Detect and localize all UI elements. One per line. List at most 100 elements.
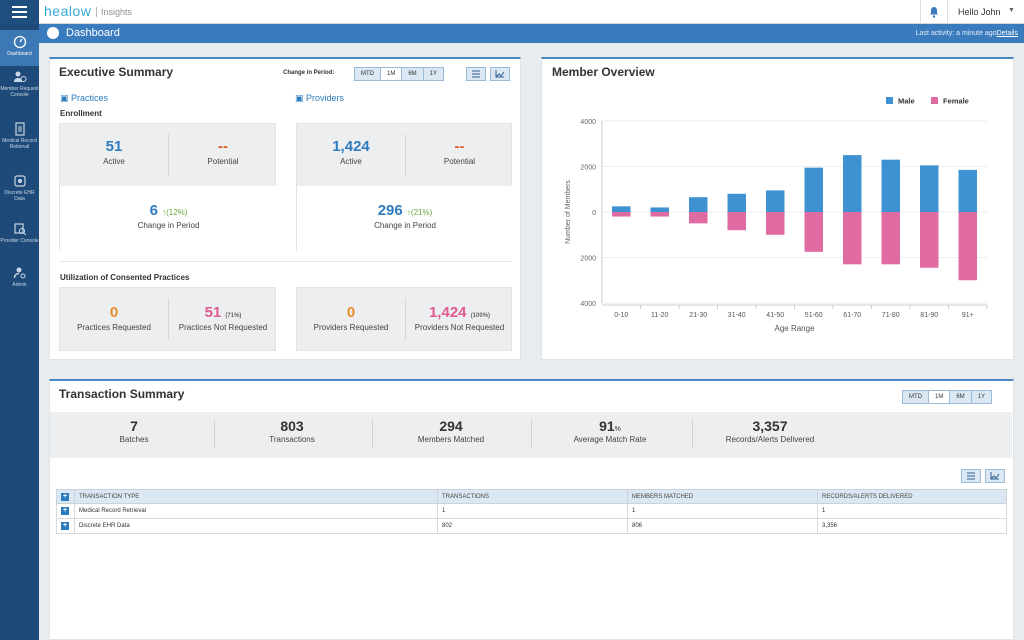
- executive-summary-panel: Executive Summary Change in Period: MTD …: [49, 57, 521, 360]
- provider-search-icon: [13, 223, 26, 236]
- last-activity: Last activity: a minute agoDetails: [915, 30, 1018, 37]
- txn-period-6m[interactable]: 6M: [950, 391, 972, 403]
- dashboard-icon: [47, 27, 59, 39]
- list-view-button[interactable]: [466, 67, 486, 81]
- txn-list-view-button[interactable]: [961, 469, 981, 483]
- cell-type: Discrete EHR Data: [74, 518, 438, 534]
- stat-average-match-rate: 91% Average Match Rate: [573, 418, 647, 444]
- expand-row-icon[interactable]: +: [61, 522, 69, 530]
- change-in-period-label: Change in Period:: [283, 70, 335, 76]
- stat-members-matched: 294 Members Matched: [417, 418, 485, 444]
- user-menu[interactable]: Hello John: [958, 7, 1001, 17]
- cell-members-matched: 1: [627, 503, 818, 519]
- y-axis-label: Number of Members: [565, 180, 572, 244]
- period-1m[interactable]: 1M: [381, 68, 403, 80]
- x-axis-label: Age Range: [774, 324, 815, 333]
- admin-user-icon: [13, 267, 25, 279]
- sidebar-item-provider-console[interactable]: Provider Console: [0, 222, 39, 258]
- providers-requested: 0 Providers Requested: [313, 304, 389, 332]
- practices-potential: -- Potential: [207, 138, 239, 166]
- x-tick-label: 91+: [962, 312, 974, 319]
- providers-heading: ▣ Providers: [295, 93, 345, 103]
- sidebar-item-member-request-console[interactable]: Member Request Console: [0, 70, 39, 114]
- txn-period-mtd[interactable]: MTD: [903, 391, 929, 403]
- legend-label: Female: [943, 97, 969, 106]
- bar-female: [727, 212, 746, 231]
- transaction-summary-title: Transaction Summary: [59, 387, 185, 401]
- txn-period-1y[interactable]: 1Y: [971, 391, 992, 403]
- legend-swatch: [931, 97, 938, 104]
- table-row[interactable]: + Discrete EHR Data 802 806 3,356: [56, 518, 1007, 534]
- product-name: Insights: [96, 7, 132, 17]
- cell-type: Medical Record Retrieval: [74, 503, 438, 519]
- bar-female: [689, 212, 708, 224]
- practices-utilization-card: 0 Practices Requested 51 (71%) Practices N…: [59, 287, 276, 351]
- col-transactions[interactable]: TRANSACTIONS: [437, 489, 628, 504]
- bell-icon: [930, 7, 938, 18]
- hamburger-icon: [12, 6, 27, 8]
- plus-icon[interactable]: +: [61, 492, 69, 501]
- txn-period-1m[interactable]: 1M: [929, 391, 951, 403]
- executive-summary-title: Executive Summary: [59, 65, 174, 79]
- list-icon: [472, 70, 480, 78]
- col-transaction-type[interactable]: TRANSACTION TYPE: [74, 489, 438, 504]
- x-tick-label: 31-40: [728, 312, 746, 319]
- period-mtd[interactable]: MTD: [355, 68, 381, 80]
- bar-female: [766, 212, 785, 235]
- expand-all-cell[interactable]: +: [56, 489, 75, 504]
- sidebar-item-discrete-ehr-data[interactable]: Discrete EHR Data: [0, 174, 39, 214]
- chevron-down-icon[interactable]: ▼: [1008, 7, 1015, 14]
- cell-members-matched: 806: [627, 518, 818, 534]
- practices-heading: ▣ Practices: [60, 93, 109, 103]
- bar-female: [881, 212, 900, 265]
- y-tick-label: 2000: [580, 256, 596, 263]
- bar-female: [650, 212, 669, 217]
- bar-male: [958, 169, 977, 212]
- bar-female: [804, 212, 823, 252]
- sidebar: Dashboard Member Request Console Medical…: [0, 24, 39, 640]
- sidebar-item-medical-record-retrieval[interactable]: Medical Record Retrieval: [0, 122, 39, 166]
- list-icon: [967, 472, 975, 480]
- col-members-matched[interactable]: MEMBERS MATCHED: [627, 489, 818, 504]
- transaction-stats: 7 Batches 803 Transactions 294 Members Matc…: [50, 412, 1012, 458]
- providers-enrollment-card: 1,424 Active -- Potential 296 ↑(21%) Change…: [296, 123, 513, 251]
- member-overview-title: Member Overview: [552, 65, 655, 79]
- col-records-delivered[interactable]: RECORDS/ALERTS DELIVERED: [817, 489, 1007, 504]
- cell-records: 1: [817, 503, 1007, 519]
- utilization-label: Utilization of Consented Practices: [60, 273, 190, 282]
- period-6m[interactable]: 6M: [402, 68, 424, 80]
- details-link[interactable]: Details: [996, 30, 1018, 37]
- x-tick-label: 41-50: [766, 312, 784, 319]
- ehr-data-icon: [13, 175, 26, 187]
- notifications-button[interactable]: [920, 0, 948, 24]
- period-1y[interactable]: 1Y: [423, 68, 444, 80]
- chart-view-button[interactable]: [490, 67, 510, 81]
- table-row[interactable]: + Medical Record Retrieval 1 1 1: [56, 503, 1007, 519]
- x-tick-label: 51-60: [805, 312, 823, 319]
- providers-change: 296 ↑(21%) Change in Period: [374, 202, 436, 230]
- x-tick-label: 61-70: [843, 312, 861, 319]
- x-tick-label: 0-10: [614, 312, 628, 319]
- sidebar-item-admin[interactable]: Admin: [0, 266, 39, 296]
- txn-chart-view-button[interactable]: [985, 469, 1005, 483]
- member-request-icon: [13, 71, 26, 82]
- member-overview-panel: Member Overview 4000 2000 0 2000 4000 0-10 11-…: [541, 57, 1014, 360]
- sidebar-item-dashboard[interactable]: Dashboard: [0, 30, 39, 66]
- member-overview-chart: 4000 2000 0 2000 4000 0-10 11-20 21-30 31-40 41-5…: [565, 97, 988, 333]
- bar-male: [689, 197, 708, 212]
- bar-female: [843, 212, 862, 265]
- expand-row-icon[interactable]: +: [61, 507, 69, 515]
- practices-requested: 0 Practices Requested: [77, 304, 151, 332]
- bar-male: [804, 167, 823, 212]
- providers-utilization-card: 0 Providers Requested 1,424 (100%) Provide…: [296, 287, 512, 351]
- bar-male: [766, 190, 785, 212]
- menu-button[interactable]: [0, 0, 39, 24]
- table-header-row: + TRANSACTION TYPE TRANSACTIONS MEMBERS …: [56, 489, 1007, 504]
- bar-male: [881, 159, 900, 212]
- bar-male: [612, 206, 631, 212]
- cell-records: 3,356: [817, 518, 1007, 534]
- x-tick-label: 11-20: [651, 312, 668, 319]
- legend-label: Male: [898, 97, 915, 106]
- cell-transactions: 802: [437, 518, 628, 534]
- document-icon: [14, 122, 25, 136]
